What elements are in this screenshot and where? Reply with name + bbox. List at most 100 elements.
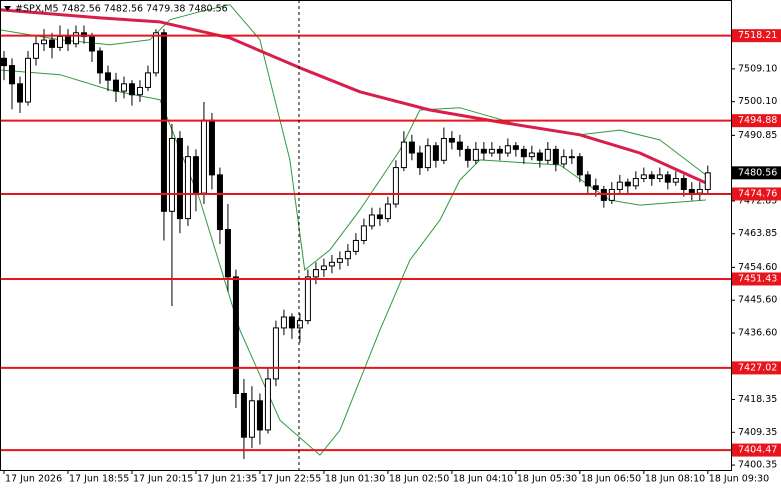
candle-body [112,79,119,92]
candle-body [320,265,327,271]
candle-body [616,181,623,190]
candle-body [88,35,95,52]
candle-body [48,39,55,48]
candle-body [472,148,479,161]
last-price-label: 7480.56 [738,167,777,178]
candle-body [688,188,695,194]
candle-body [360,225,367,241]
candle-body [648,174,655,180]
candle-body [640,174,647,180]
candle-body [176,137,183,220]
indicator-line [0,69,706,456]
candle-body [504,145,511,154]
candle-body [560,156,567,165]
candle-body [656,174,663,180]
candle-body [392,167,399,205]
candle-body [448,137,455,143]
candle-body [536,152,543,161]
y-tick-label: 7472.85 [738,195,777,206]
candle-body [408,141,415,154]
candle-body [680,178,687,190]
candle-body [56,35,63,48]
candle-body [704,172,711,190]
x-tick-label: 18 Jun 02:50 [389,474,449,485]
x-tick-label: 17 Jun 21:35 [197,474,257,485]
axes: 7509.10 7500.10 7490.85 7472.85 7463.85 7454.… [3,29,781,485]
candle-body [488,148,495,154]
candle-body [296,320,303,329]
plot-frame [0,0,732,471]
candle-body [264,378,271,431]
level-label: 7404.47 [738,445,777,456]
chart-title: #SPX,M5 7482.56 7482.56 7479.38 7480.56 [15,4,228,15]
plot-area [0,4,731,460]
candle-body [8,65,15,85]
candle-body [104,72,111,81]
y-tick-label: 7490.85 [738,130,777,141]
candle-body [632,178,639,187]
candle-body [248,400,255,438]
level-label-box [732,114,781,128]
candle-body [136,86,143,96]
candle-body [552,148,559,165]
candle-body [480,148,487,154]
candle-body [384,203,391,220]
candle-body [352,239,359,252]
candle-body [672,178,679,183]
x-tick-label: 17 Jun 22:55 [261,474,321,485]
menu-arrow[interactable] [4,6,11,11]
level-label-box [732,272,781,286]
candle-body [312,269,319,278]
y-tick-label: 7400.35 [738,460,777,471]
x-tick-label: 18 Jun 06:50 [581,474,641,485]
candle-body [544,148,551,161]
candle-body [280,316,287,329]
candle-body [272,327,279,380]
candle-body [432,145,439,161]
candle-body [128,83,135,96]
x-tick-label: 18 Jun 04:10 [453,474,513,485]
candle-body [456,141,463,150]
candle-body [288,316,295,329]
candle-body [96,50,103,74]
candle-body [224,229,231,278]
candle-body [0,57,7,67]
level-label-box [732,361,781,375]
candle-body [624,181,631,187]
candle-body [416,152,423,169]
candle-body [496,148,503,154]
y-tick-label: 7500.10 [738,96,777,107]
candle-body [528,152,535,158]
candle-body [256,400,263,431]
candle-body [512,145,519,150]
candle-body [200,119,207,194]
y-tick-label: 7436.60 [738,328,777,339]
candle-body [32,43,39,59]
candle-body [72,32,79,45]
candle-body [464,148,471,161]
y-tick-label: 7463.85 [738,228,777,239]
candle-body [400,141,407,169]
candle-body [584,174,591,187]
level-label-box [732,443,781,457]
candle-body [520,148,527,158]
x-tick-label: 18 Jun 08:10 [645,474,705,485]
candle-body [40,39,47,45]
y-tick-label: 7445.60 [738,295,777,306]
level-label: 7427.02 [738,362,777,373]
candle-body [696,188,703,194]
candle-body [16,83,23,103]
level-label: 7518.21 [738,30,777,41]
x-tick-label: 17 Jun 18:55 [69,474,129,485]
level-label: 7494.88 [738,115,777,126]
indicator-line [0,8,707,185]
candle-body [304,276,311,322]
candle-body [240,392,247,438]
level-label: 7451.43 [738,273,777,284]
candle-body [376,214,383,220]
x-tick-label: 18 Jun 05:30 [517,474,577,485]
candle-body [592,185,599,190]
y-tick-label: 7418.35 [738,394,777,405]
candle-body [336,258,343,263]
